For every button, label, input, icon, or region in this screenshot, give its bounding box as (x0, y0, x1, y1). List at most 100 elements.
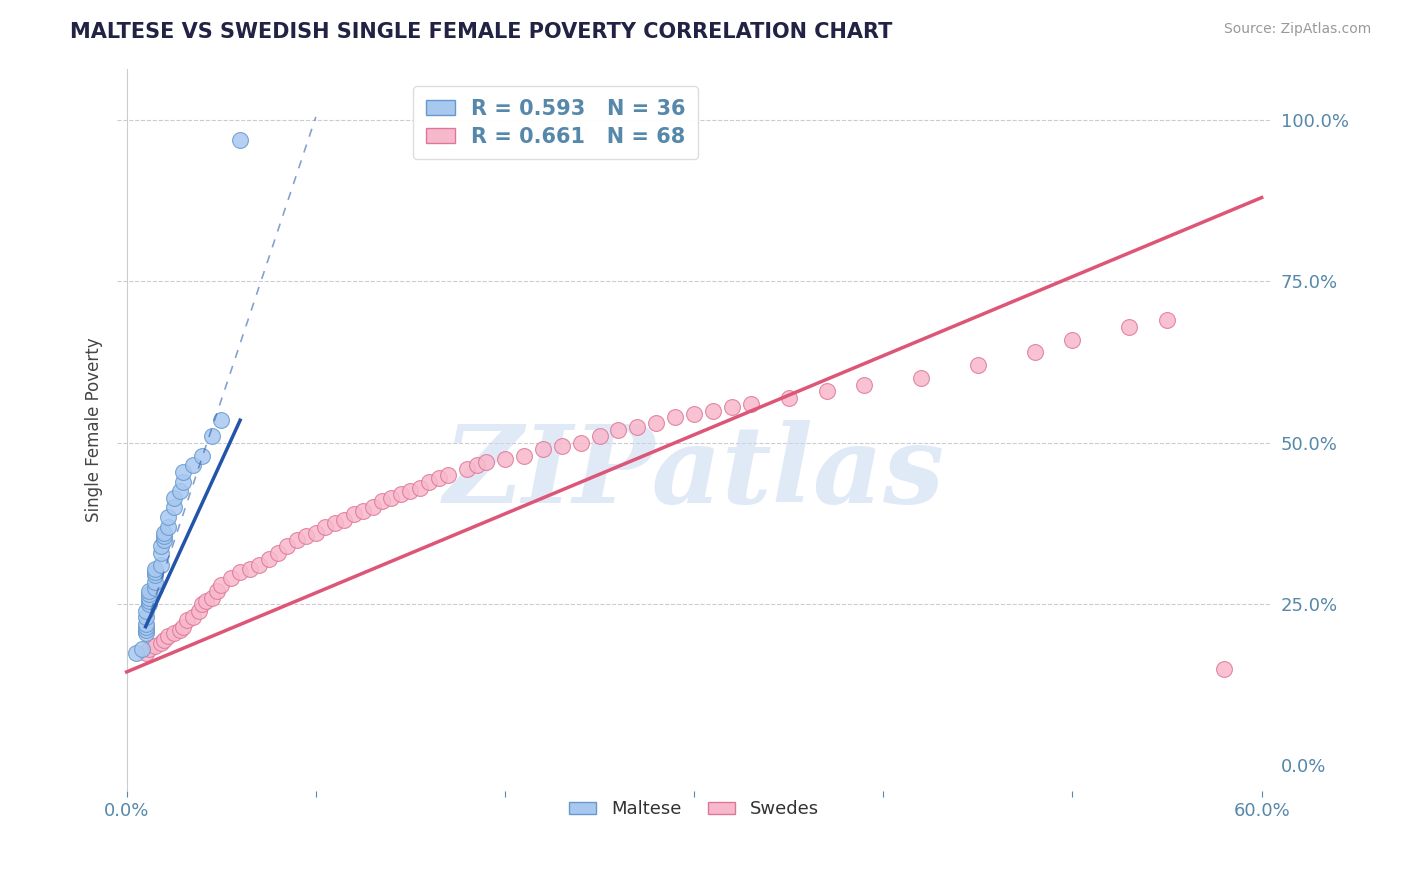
Point (257, 552, 280, 566)
Point (285, 533, 308, 547)
Point (219, 571, 242, 585)
Point (239, 562, 262, 576)
Point (740, 397, 762, 411)
Point (551, 439, 574, 453)
Point (207, 584, 229, 599)
Point (910, 371, 932, 385)
Point (588, 429, 610, 443)
Point (163, 626, 186, 640)
Text: Source: ZipAtlas.com: Source: ZipAtlas.com (1223, 22, 1371, 37)
Point (191, 597, 214, 611)
Point (1212, 662, 1234, 676)
Point (138, 587, 160, 601)
Point (626, 419, 648, 434)
Point (172, 620, 194, 634)
Point (181, 610, 204, 624)
Point (276, 539, 298, 553)
Point (267, 545, 290, 559)
Point (1024, 345, 1046, 359)
Point (352, 503, 374, 517)
Point (389, 487, 412, 501)
Point (149, 558, 172, 573)
Point (138, 594, 160, 608)
Point (138, 597, 160, 611)
Point (149, 636, 172, 650)
Point (163, 500, 186, 515)
Point (135, 604, 157, 618)
Point (157, 519, 180, 533)
Point (138, 591, 160, 605)
Point (157, 510, 180, 524)
Point (815, 384, 838, 399)
Point (187, 604, 209, 618)
Point (399, 484, 422, 499)
Point (607, 423, 630, 437)
Point (143, 581, 166, 595)
Point (513, 449, 536, 463)
Point (664, 409, 686, 424)
Point (361, 500, 384, 515)
Point (295, 529, 318, 543)
Point (1062, 333, 1084, 347)
Point (201, 429, 224, 443)
Y-axis label: Single Female Poverty: Single Female Poverty (86, 337, 103, 522)
Point (125, 646, 148, 660)
Point (153, 526, 176, 541)
Point (645, 417, 668, 431)
Point (721, 401, 744, 415)
Point (131, 642, 153, 657)
Point (1118, 319, 1140, 334)
Point (163, 491, 186, 505)
Point (157, 629, 180, 643)
Point (437, 468, 460, 483)
Point (343, 507, 366, 521)
Point (371, 494, 394, 508)
Point (409, 481, 432, 495)
Point (181, 458, 204, 473)
Point (380, 491, 402, 505)
Point (702, 403, 724, 417)
Point (475, 455, 498, 469)
Point (172, 465, 194, 479)
Point (247, 558, 270, 573)
Point (333, 513, 356, 527)
Point (143, 562, 166, 576)
Point (456, 461, 478, 475)
Point (143, 574, 166, 589)
Point (853, 377, 876, 392)
Point (323, 516, 346, 531)
Point (209, 413, 232, 427)
Point (149, 539, 172, 553)
Point (229, 565, 252, 579)
Point (494, 452, 516, 467)
Point (153, 533, 176, 547)
Point (778, 391, 800, 405)
Point (209, 578, 232, 592)
Point (418, 475, 440, 489)
Text: MALTESE VS SWEDISH SINGLE FEMALE POVERTY CORRELATION CHART: MALTESE VS SWEDISH SINGLE FEMALE POVERTY… (70, 22, 893, 42)
Text: ZIPatlas: ZIPatlas (443, 420, 945, 526)
Point (172, 475, 194, 489)
Point (138, 584, 160, 599)
Point (683, 407, 706, 421)
Point (135, 616, 157, 631)
Point (135, 623, 157, 637)
Point (149, 545, 172, 559)
Point (531, 442, 554, 457)
Point (201, 591, 224, 605)
Point (191, 449, 214, 463)
Point (143, 639, 166, 653)
Point (153, 529, 176, 543)
Point (427, 471, 450, 485)
Point (169, 623, 191, 637)
Point (967, 359, 990, 373)
Point (143, 565, 166, 579)
Point (465, 458, 488, 473)
Point (169, 484, 191, 499)
Point (305, 526, 328, 541)
Point (229, 132, 252, 146)
Point (138, 642, 160, 657)
Point (153, 632, 176, 647)
Point (135, 610, 157, 624)
Point (1156, 313, 1178, 327)
